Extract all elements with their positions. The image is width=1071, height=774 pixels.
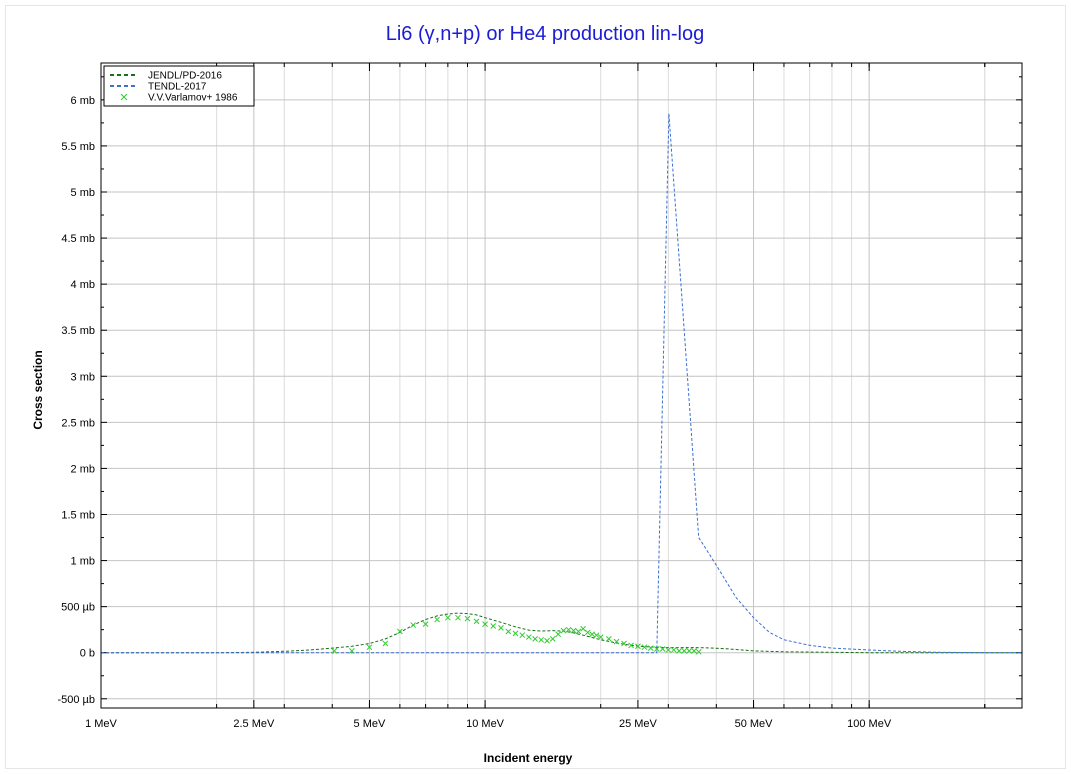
data-point [422,621,429,628]
data-point [686,648,693,654]
data-point [605,636,612,642]
data-point [532,636,538,642]
data-point [691,648,697,654]
data-point [549,636,556,642]
x-tick-label: 1 MeV [85,718,117,730]
y-tick-label: 5 mb [71,187,95,199]
x-tick-label: 100 MeV [847,718,892,730]
data-point [410,622,417,628]
x-tick-label: 10 MeV [466,718,505,730]
y-tick-label: 4 mb [71,279,95,291]
data-point [695,648,702,655]
chart-frame [5,5,1066,769]
data-point [555,631,562,638]
data-point [670,647,677,653]
series-line-1 [101,113,1022,654]
y-tick-label: 0 b [80,648,95,660]
x-tick-label: 25 MeV [619,718,658,730]
data-point [482,621,488,628]
data-point [613,638,620,645]
data-point [653,646,660,652]
y-tick-label: 2.5 mb [61,417,95,429]
data-point [544,637,550,644]
data-point [580,625,586,632]
data-point [349,648,355,654]
data-point [382,640,389,647]
plot-background [101,63,1022,708]
data-point [498,624,504,631]
y-tick-label: 500 µb [61,602,95,614]
y-tick-label: 3 mb [71,371,95,383]
data-point [628,642,634,649]
data-point [565,626,572,633]
data-point [621,640,627,647]
data-point [434,616,440,623]
data-point [490,623,497,629]
y-tick-label: 1 mb [71,556,95,568]
x-axis-title: Incident energy [484,751,573,765]
data-point [659,646,666,652]
y-tick-label: 6 mb [71,95,95,107]
legend-label: TENDL-2017 [148,82,207,93]
legend-swatch [120,93,128,101]
data-point [512,630,519,637]
data-point [560,627,567,634]
data-point [455,614,461,621]
series-line-0 [101,612,1022,654]
plot-border [100,62,1023,709]
data-point [570,627,577,634]
data-point [589,631,595,638]
y-tick-label: 1.5 mb [61,510,95,522]
data-point [525,634,532,640]
y-tick-label: 3.5 mb [61,325,95,337]
data-point [331,648,338,654]
plot-area: 1 MeV 2.5 MeV 5 MeV 10 MeV 25 MeV 50 MeV 100 M… [57,62,1023,730]
data-point [464,615,471,622]
data-point [538,636,545,643]
data-point [505,628,512,635]
data-point [681,648,688,654]
y-tick-label: 5.5 mb [61,141,95,153]
data-point [584,629,591,636]
x-tick-label: 5 MeV [354,718,386,730]
data-point [366,644,373,651]
y-tick-label: 4.5 mb [61,233,95,245]
data-point [445,614,451,621]
y-tick-label: -500 µb [57,694,95,706]
legend-label: JENDL/PD-2016 [148,71,222,82]
data-point [597,634,604,640]
x-tick-label: 50 MeV [735,718,774,730]
data-point [397,628,403,635]
data-point [665,647,672,653]
data-point [635,643,641,650]
y-axis-title: Cross section [31,350,45,429]
data-point [647,645,654,651]
data-point [575,628,582,635]
data-point [641,644,648,651]
data-point [676,648,682,654]
legend-label: V.V.Varlamov+ 1986 [148,93,238,104]
y-tick-label: 2 mb [71,463,95,475]
legend-box [103,65,255,107]
data-point [473,618,480,625]
chart-title: Li6 (γ,n+p) or He4 production lin-log [386,23,705,45]
data-point [519,632,526,639]
data-point [593,632,600,639]
x-tick-label: 2.5 MeV [233,718,275,730]
